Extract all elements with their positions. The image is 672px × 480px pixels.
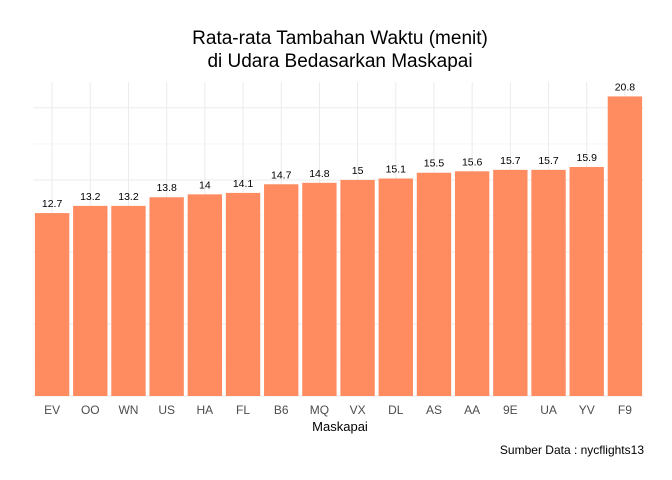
bar-ev [34, 213, 70, 396]
data-labels-group: 12.7 13.2 13.2 13.8 14 14.1 14.7 14.8 15 15.1 15.5… [42, 81, 635, 210]
x-tick-label-9e: 9E [503, 403, 518, 417]
data-label-as: 15.5 [424, 158, 445, 170]
x-tick-label-fl: FL [236, 403, 250, 417]
data-label-ha: 14 [199, 179, 211, 191]
bar-mq [302, 182, 337, 396]
data-label-yv: 15.9 [577, 152, 598, 164]
x-tick-label-dl: DL [388, 403, 404, 417]
x-tick-label-as: AS [426, 403, 442, 417]
x-tick-label-yv: YV [579, 403, 595, 417]
data-label-aa: 15.6 [462, 156, 483, 168]
x-tick-label-ua: UA [540, 403, 557, 417]
data-label-ua: 15.7 [538, 155, 559, 167]
data-label-f9: 20.8 [615, 81, 636, 93]
x-tick-label-ev: EV [44, 403, 60, 417]
x-tick-label-aa: AA [464, 403, 480, 417]
bar-9e [493, 169, 528, 396]
data-label-fl: 14.1 [233, 178, 254, 190]
x-axis-title: Maskapai [312, 419, 368, 434]
data-label-us: 13.8 [156, 182, 177, 194]
data-label-mq: 14.8 [309, 168, 330, 180]
data-label-dl: 15.1 [386, 164, 407, 176]
bar-wn [111, 205, 146, 396]
data-label-ev: 12.7 [42, 198, 63, 210]
bar-ha [187, 194, 223, 396]
x-tick-label-wn: WN [118, 403, 138, 417]
bar-dl [378, 178, 413, 396]
bar-yv [569, 166, 604, 396]
bar-oo [73, 205, 108, 396]
data-label-9e: 15.7 [500, 155, 521, 167]
chart-title-line-1: Rata-rata Tambahan Waktu (menit) [192, 28, 488, 49]
bars-group [34, 96, 643, 396]
data-label-wn: 13.2 [118, 191, 139, 203]
bar-us [149, 197, 184, 396]
x-tick-label-oo: OO [81, 403, 100, 417]
bar-f9 [607, 96, 643, 396]
bar-aa [454, 171, 490, 396]
data-label-b6: 14.7 [271, 169, 292, 181]
bar-vx [340, 179, 375, 396]
bar-fl [225, 192, 261, 396]
bar-b6 [264, 184, 299, 396]
x-tick-labels-group: EV OO WN US HA FL B6 MQ VX DL AS AA 9E UA YV F9 [44, 403, 632, 417]
x-tick-label-vx: VX [350, 403, 366, 417]
data-label-vx: 15 [352, 165, 364, 177]
x-tick-label-f9: F9 [618, 403, 632, 417]
x-tick-label-mq: MQ [310, 403, 329, 417]
chart-title-line-2: di Udara Bedasarkan Maskapai [207, 51, 472, 72]
bar-ua [531, 169, 566, 396]
data-label-oo: 13.2 [80, 191, 101, 203]
x-tick-label-b6: B6 [274, 403, 289, 417]
x-tick-label-ha: HA [197, 403, 214, 417]
caption: Sumber Data : nycflights13 [500, 443, 644, 457]
x-tick-label-us: US [158, 403, 175, 417]
bar-as [416, 172, 452, 396]
